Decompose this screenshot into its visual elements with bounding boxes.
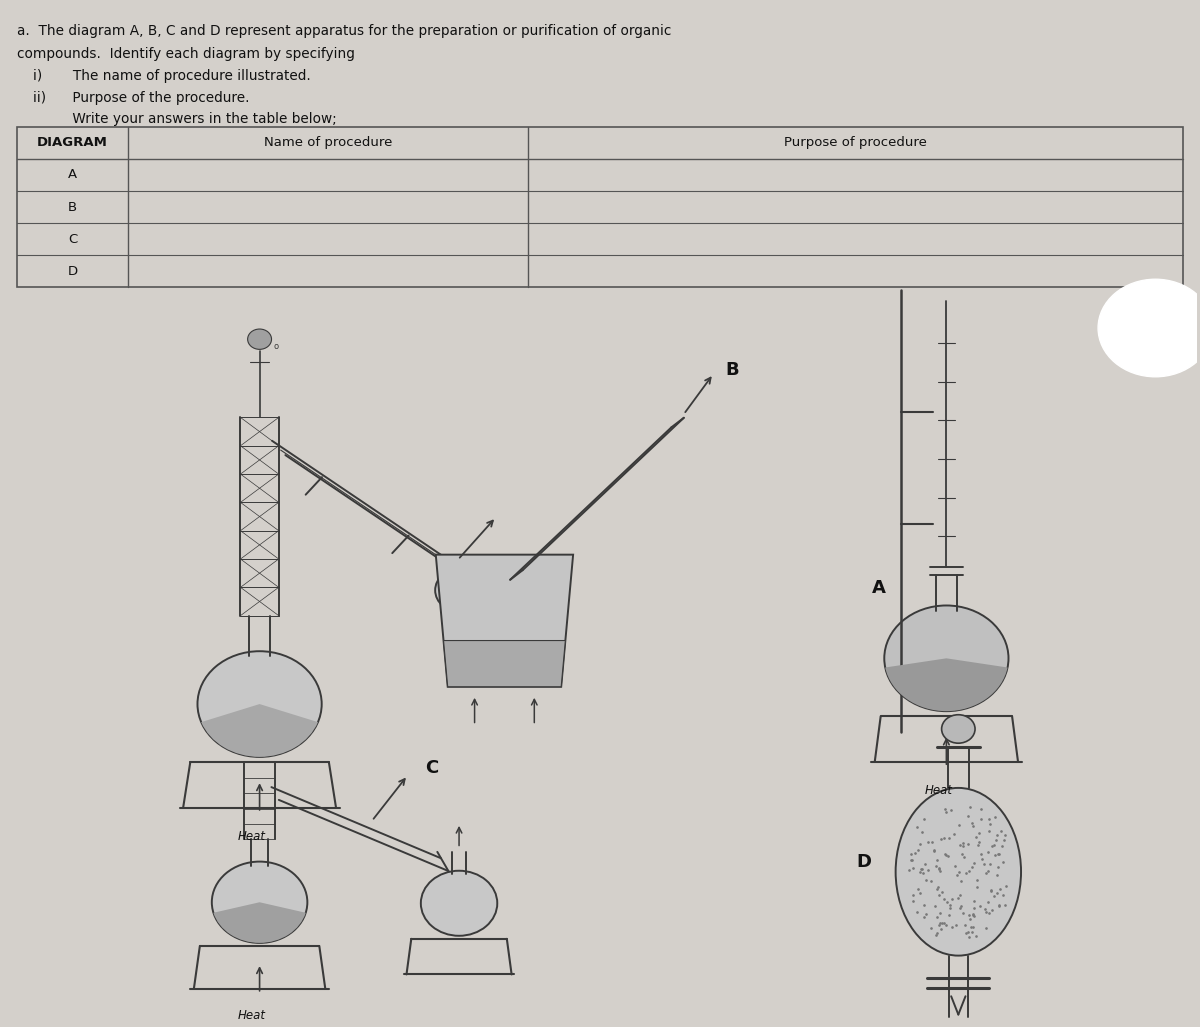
Wedge shape <box>214 903 306 943</box>
Text: B: B <box>726 360 739 379</box>
Text: Heat: Heat <box>238 830 266 843</box>
Text: Write your answers in the table below;: Write your answers in the table below; <box>32 112 336 125</box>
Text: ii)      Purpose of the procedure.: ii) Purpose of the procedure. <box>32 91 250 106</box>
Circle shape <box>1098 279 1200 377</box>
Text: D: D <box>67 265 78 277</box>
Circle shape <box>198 651 322 757</box>
Circle shape <box>247 329 271 349</box>
Text: o: o <box>274 342 280 351</box>
Text: Name of procedure: Name of procedure <box>264 137 392 149</box>
Text: B: B <box>68 200 77 214</box>
Circle shape <box>942 715 976 744</box>
Text: i)       The name of procedure illustrated.: i) The name of procedure illustrated. <box>32 69 311 83</box>
Wedge shape <box>886 658 1008 711</box>
Polygon shape <box>436 555 574 687</box>
Text: compounds.  Identify each diagram by specifying: compounds. Identify each diagram by spec… <box>17 46 355 61</box>
Text: C: C <box>68 233 77 245</box>
Circle shape <box>421 871 497 936</box>
Ellipse shape <box>895 788 1021 955</box>
Text: A: A <box>68 168 77 182</box>
Text: a.  The diagram A, B, C and D represent apparatus for the preparation or purific: a. The diagram A, B, C and D represent a… <box>17 25 672 38</box>
Circle shape <box>436 568 487 612</box>
Text: A: A <box>872 579 887 598</box>
Circle shape <box>212 862 307 943</box>
Text: D: D <box>857 852 872 871</box>
Wedge shape <box>202 705 318 757</box>
Text: Heat: Heat <box>925 785 953 797</box>
Text: C: C <box>426 759 439 777</box>
Polygon shape <box>444 641 565 687</box>
Text: Heat: Heat <box>238 1009 266 1022</box>
Text: Purpose of procedure: Purpose of procedure <box>784 137 928 149</box>
Text: DIAGRAM: DIAGRAM <box>37 137 108 149</box>
Circle shape <box>884 606 1008 711</box>
